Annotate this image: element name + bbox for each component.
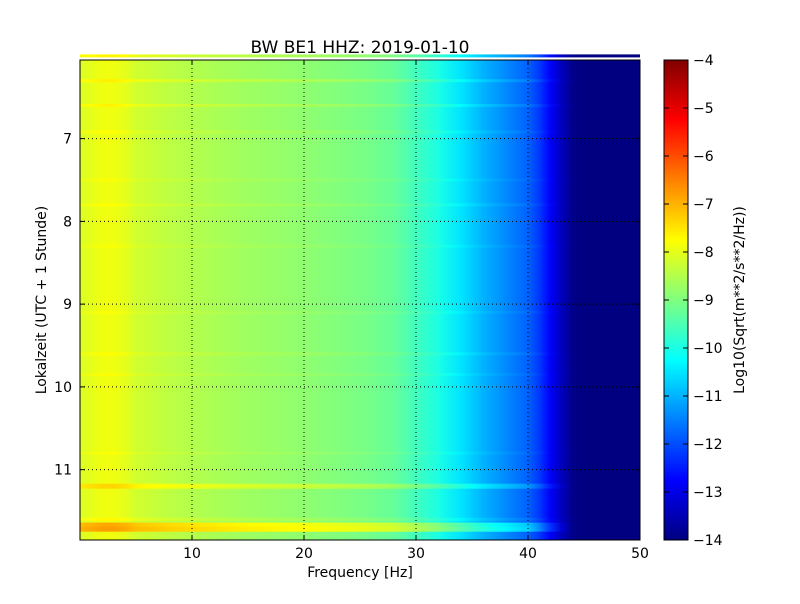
time-band [80, 244, 640, 248]
time-band [80, 526, 640, 532]
colorbar-tick-label: −5 [693, 101, 714, 117]
time-band [80, 522, 640, 528]
time-band [80, 373, 640, 376]
colorbar-tick-label: −11 [693, 389, 723, 405]
colorbar-tick-label: −9 [693, 293, 714, 309]
colorbar-label: Log10(Sqrt(m**2/s**2/Hz)) [732, 206, 748, 394]
plot-frame [79, 59, 641, 541]
time-band [80, 130, 640, 134]
x-tick-label: 40 [519, 546, 537, 562]
y-axis-label: Lokalzeit (UTC + 1 Stunde) [34, 206, 50, 395]
x-tick-label: 50 [631, 546, 649, 562]
x-axis: 10 20 30 40 50 [183, 60, 649, 562]
time-band [80, 517, 640, 521]
y-tick-label: 10 [54, 380, 72, 396]
colorbar-ticks: −4 −5 −6 −7 −8 −9 −10 −11 −12 −13 −14 [664, 53, 723, 549]
colorbar-tick-label: −4 [693, 53, 714, 69]
time-band [80, 451, 640, 455]
time-band [80, 483, 640, 489]
colorbar-tick-label: −10 [693, 341, 723, 357]
y-tick-label: 11 [54, 463, 72, 479]
colorbar: −4 −5 −6 −7 −8 −9 −10 −11 −12 −13 −14 Log10(Sqrt(m… [663, 53, 748, 549]
x-tick-label: 30 [407, 546, 425, 562]
time-band [80, 178, 640, 182]
plot-area [79, 54, 641, 541]
colorbar-tick-label: −13 [693, 485, 723, 501]
y-axis: 7 8 9 10 11 [54, 132, 640, 479]
time-band-layer [80, 54, 640, 532]
time-band [80, 310, 640, 314]
colorbar-frame [663, 59, 689, 541]
time-band [80, 54, 640, 58]
x-axis-label: Frequency [Hz] [307, 565, 413, 581]
grid-layer [80, 60, 640, 540]
x-tick-label: 10 [183, 546, 201, 562]
plot-background [80, 60, 640, 540]
time-band [80, 79, 640, 83]
y-tick-label: 7 [63, 132, 72, 148]
colorbar-tick-label: −8 [693, 245, 714, 261]
x-tick-label: 20 [295, 546, 313, 562]
colorbar-tick-label: −6 [693, 149, 714, 165]
time-band [80, 104, 640, 107]
time-band [80, 203, 640, 207]
colorbar-tick-label: −12 [693, 437, 723, 453]
colorbar-tick-label: −7 [693, 197, 714, 213]
y-tick-label: 8 [63, 214, 72, 230]
chart-title: BW BE1 HHZ: 2019-01-10 [250, 38, 469, 58]
y-tick-label: 9 [63, 297, 72, 313]
time-band [80, 352, 640, 356]
colorbar-tick-label: −14 [693, 533, 723, 549]
